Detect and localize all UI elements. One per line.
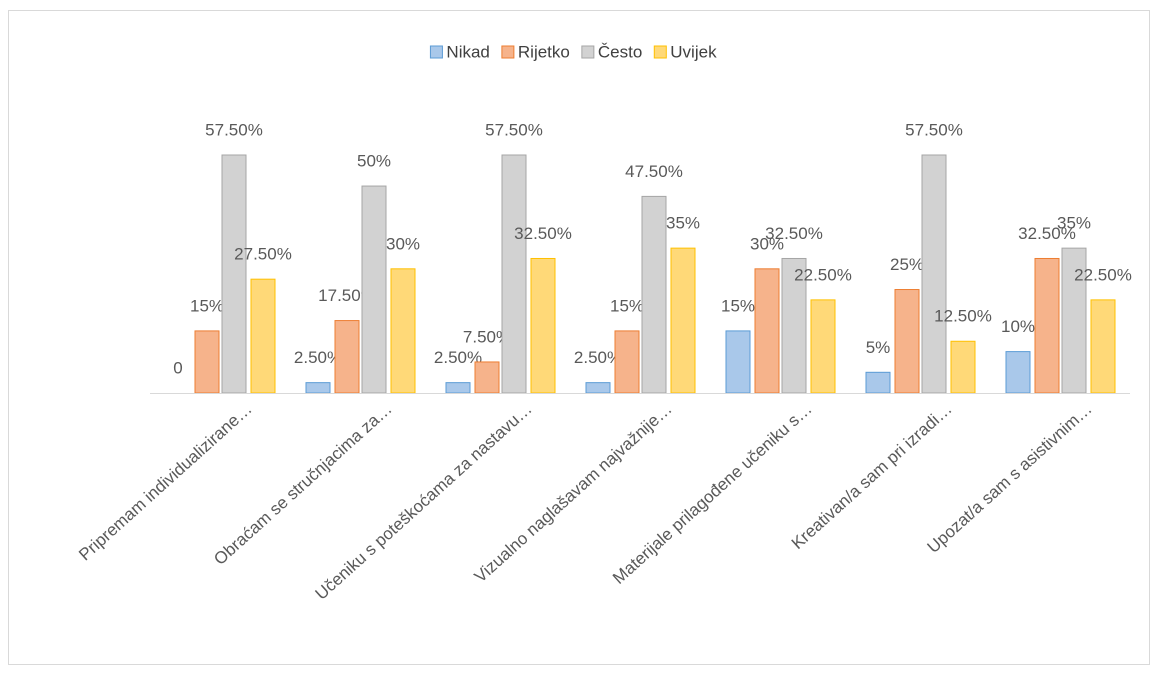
bar xyxy=(614,330,640,394)
data-label: 5% xyxy=(866,338,891,357)
bar xyxy=(725,330,751,394)
legend-swatch xyxy=(501,45,515,59)
legend-label: Uvijek xyxy=(670,42,717,61)
chart-frame xyxy=(8,10,1150,665)
bar xyxy=(781,257,807,394)
data-label: 35% xyxy=(666,214,700,233)
data-label: 57.50% xyxy=(905,120,963,139)
bar xyxy=(754,268,780,394)
bar xyxy=(670,247,696,394)
bar xyxy=(390,268,416,394)
bar xyxy=(474,361,500,394)
bar xyxy=(921,154,947,394)
data-label: 15% xyxy=(190,296,224,315)
data-label: 57.50% xyxy=(485,120,543,139)
data-label: 22.50% xyxy=(1074,265,1132,284)
data-label: 32.50% xyxy=(514,224,572,243)
bar xyxy=(950,340,976,394)
data-label: 30% xyxy=(750,234,784,253)
bar xyxy=(334,320,360,394)
data-label: 50% xyxy=(357,152,391,171)
data-label: 2.50% xyxy=(294,348,342,367)
data-label: 27.50% xyxy=(234,245,292,264)
bar xyxy=(250,278,276,394)
data-label: 2.50% xyxy=(574,348,622,367)
data-label: 47.50% xyxy=(625,162,683,181)
data-label: 32.50% xyxy=(1018,224,1076,243)
bar xyxy=(530,257,556,394)
bar xyxy=(1034,257,1060,394)
legend-label: Nikad xyxy=(446,42,489,61)
data-label: 15% xyxy=(610,296,644,315)
data-label: 30% xyxy=(386,234,420,253)
bar xyxy=(445,382,471,394)
bar xyxy=(894,289,920,394)
data-label: 2.50% xyxy=(434,348,482,367)
data-label: 12.50% xyxy=(934,307,992,326)
data-label: 35% xyxy=(1057,214,1091,233)
legend-label: Rijetko xyxy=(518,42,570,61)
data-label: 10% xyxy=(1001,317,1035,336)
bar xyxy=(501,154,527,394)
legend-swatch xyxy=(653,45,667,59)
data-label: 0 xyxy=(173,358,182,377)
data-label: 25% xyxy=(890,255,924,274)
legend: Nikad Rijetko Često Uvijek xyxy=(429,42,717,61)
bar xyxy=(1005,351,1031,394)
legend-swatch xyxy=(581,45,595,59)
bar xyxy=(361,185,387,394)
data-label: 32.50% xyxy=(765,224,823,243)
data-label: 17.50% xyxy=(318,286,376,305)
data-label: 7.50% xyxy=(463,327,511,346)
bar xyxy=(865,371,891,394)
bar xyxy=(585,382,611,394)
bar xyxy=(1090,299,1116,394)
bar xyxy=(194,330,220,394)
bar xyxy=(221,154,247,394)
data-label: 15% xyxy=(721,296,755,315)
bar xyxy=(641,195,667,394)
data-label: 57.50% xyxy=(205,120,263,139)
bar xyxy=(305,382,331,394)
legend-label: Često xyxy=(598,42,642,61)
bar xyxy=(810,299,836,394)
data-label: 22.50% xyxy=(794,265,852,284)
legend-swatch xyxy=(429,45,443,59)
